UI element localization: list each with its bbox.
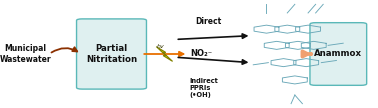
Text: NO₂⁻: NO₂⁻ [190,49,212,58]
Text: Direct: Direct [195,17,222,26]
Text: hv: hv [157,44,164,49]
FancyBboxPatch shape [76,19,146,89]
Polygon shape [156,47,173,61]
Text: Partial
Nitritation: Partial Nitritation [86,44,137,64]
FancyBboxPatch shape [310,23,367,85]
Text: Anammox: Anammox [314,49,363,59]
Text: Municipal
Wastewater: Municipal Wastewater [0,44,51,64]
Text: Indirect
PPRIs
(•OH): Indirect PPRIs (•OH) [189,78,218,98]
